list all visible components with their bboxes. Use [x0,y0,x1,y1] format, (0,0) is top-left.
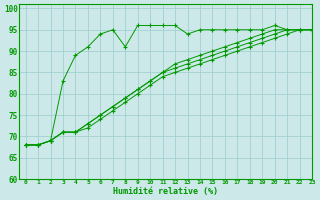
X-axis label: Humidité relative (%): Humidité relative (%) [113,187,218,196]
